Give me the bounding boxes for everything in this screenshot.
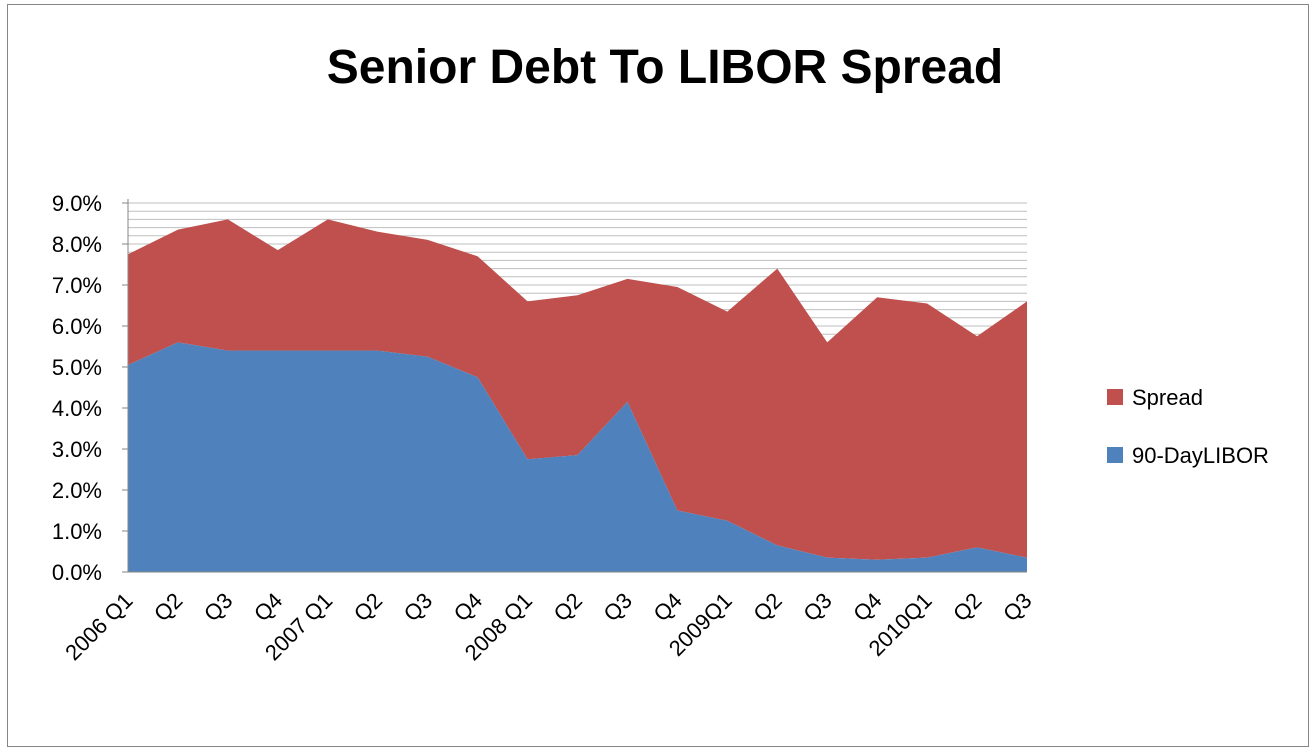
x-tick-label: 2006 Q1 bbox=[60, 588, 137, 665]
x-tick-label: Q2 bbox=[149, 588, 187, 626]
x-tick-label: Q3 bbox=[399, 588, 437, 626]
x-tick-label: Q4 bbox=[449, 588, 487, 626]
x-tick-label: Q3 bbox=[998, 588, 1036, 626]
x-tick-label: Q3 bbox=[599, 588, 637, 626]
series-area-libor bbox=[128, 342, 1027, 572]
x-tick-label: Q2 bbox=[549, 588, 587, 626]
series-area-spread bbox=[128, 219, 1027, 560]
x-tick-label: Q2 bbox=[349, 588, 387, 626]
chart-title: Senior Debt To LIBOR Spread bbox=[326, 41, 1004, 94]
y-tick-label: 4.0% bbox=[52, 396, 102, 421]
y-tick-label: 7.0% bbox=[52, 273, 102, 298]
y-tick-label: 0.0% bbox=[52, 560, 102, 585]
legend-swatch bbox=[1107, 389, 1123, 405]
x-tick-label: Q3 bbox=[199, 588, 237, 626]
x-tick-label: Q2 bbox=[948, 588, 986, 626]
x-tick-label: Q4 bbox=[648, 588, 686, 626]
y-tick-label: 6.0% bbox=[52, 314, 102, 339]
legend: Spread 90-DayLIBOR bbox=[1107, 385, 1269, 468]
x-tick-label: Q3 bbox=[798, 588, 836, 626]
y-tick-label: 1.0% bbox=[52, 519, 102, 544]
legend-swatch bbox=[1107, 447, 1123, 463]
y-tick-label: 2.0% bbox=[52, 478, 102, 503]
x-tick-label: Q4 bbox=[249, 588, 287, 626]
x-tick-label: Q4 bbox=[848, 588, 886, 626]
x-tick-label: Q2 bbox=[748, 588, 786, 626]
y-tick-label: 3.0% bbox=[52, 437, 102, 462]
legend-label: 90-DayLIBOR bbox=[1132, 443, 1269, 468]
y-tick-label: 9.0% bbox=[52, 191, 102, 216]
legend-label: Spread bbox=[1132, 385, 1203, 410]
y-tick-label: 8.0% bbox=[52, 232, 102, 257]
y-tick-label: 5.0% bbox=[52, 355, 102, 380]
